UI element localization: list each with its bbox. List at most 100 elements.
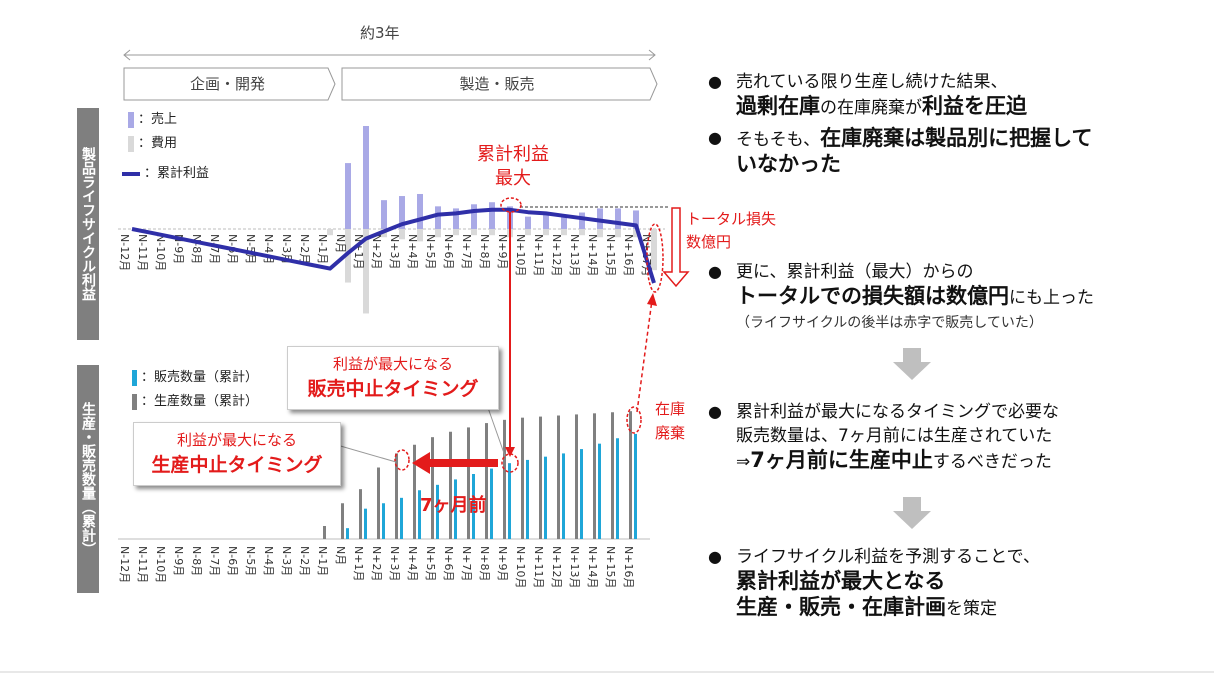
sold-bar (580, 449, 583, 539)
legend-profit-swatch (122, 171, 140, 176)
inventory-to-loss-arrow (636, 299, 653, 413)
bottom-x-tick-label: N+6月 (442, 546, 455, 581)
bottom-x-tick-label: N+2月 (370, 546, 383, 581)
bullet-5-text: ライフサイクル利益を予測することで、 累計利益が最大となる 生産・販売・在庫計画… (736, 545, 1198, 621)
max-timing-arrowhead (505, 447, 515, 457)
legend-produced: ：生産数量（累計） (132, 390, 258, 410)
top-x-tick-label: N-1月 (316, 234, 329, 264)
produced-bar (341, 503, 344, 539)
top-x-tick-label: N-9月 (172, 234, 185, 264)
top-x-tick-label: N+8月 (478, 234, 491, 269)
cost-bar (363, 229, 369, 314)
prod-callout-pointer (336, 444, 397, 463)
production-stop-circle (394, 449, 410, 471)
sales-bar (579, 212, 585, 229)
bullet-2-text: そもそも、在庫廃棄は製品別に把握して いなかった (736, 126, 1198, 178)
total-loss-annotation: トータル損失 数億円 (686, 208, 776, 254)
sales-bar (363, 126, 369, 229)
b3-bold1: トータルでの損失額は数億円 (736, 284, 1009, 308)
bottom-x-tick-label: N+8月 (478, 546, 491, 581)
cost-bar (525, 229, 531, 236)
sales-bar (399, 196, 405, 229)
max-profit-circle (500, 197, 522, 213)
bullet-3-dot: ● (708, 262, 722, 281)
sold-bar (562, 453, 565, 539)
legend-produced-text: ：生産数量（累計） (141, 394, 259, 409)
cost-bar (489, 229, 495, 236)
inventory-circle (626, 406, 642, 434)
b1-mid: の在庫廃棄が (820, 98, 922, 118)
bottom-x-tick-label: N-11月 (136, 546, 149, 583)
sales-bar (453, 208, 459, 229)
bullet-1-text: 売れている限り生産し続けた結果、 過剰在庫の在庫廃棄が利益を圧迫 (736, 70, 1198, 120)
sold-bar (544, 456, 547, 539)
cost-bar (597, 229, 603, 238)
sold-bar (634, 433, 637, 539)
bottom-x-tick-label: N+14月 (586, 546, 599, 588)
produced-bar (377, 467, 380, 539)
sales-bar (489, 202, 495, 229)
seven-months-arrow-body (428, 459, 498, 467)
b3-note: （ライフサイクルの後半は赤字で販売していた） (736, 315, 1043, 331)
side-label-top: 製品ライフサイクル利益 (77, 108, 99, 340)
profit-max-line1: 累計利益 (477, 144, 549, 165)
bottom-x-tick-label: N+7月 (460, 546, 473, 581)
top-x-tick-label: N-8月 (190, 234, 203, 264)
legend-profit-text: ：累計利益 (144, 166, 210, 181)
b4-tail: するべきだった (932, 452, 1052, 472)
bottom-x-tick-label: N+3月 (388, 546, 401, 581)
legend-sold: ：販売数量（累計） (132, 366, 258, 386)
top-x-tick-label: N-5月 (244, 234, 257, 264)
produced-bar (575, 414, 578, 539)
b5-bold1: 累計利益が最大となる (736, 569, 946, 593)
bottom-x-tick-label: N-1月 (316, 546, 329, 576)
produced-bar (611, 412, 614, 539)
top-x-tick-label: N-4月 (262, 234, 275, 264)
top-x-tick-label: N+12月 (550, 234, 563, 276)
bottom-chart: N-12月 N-11月 N-10月 N-9月 N-8月 N-7月 N-6月 N-5月 N-4月 N… (118, 411, 650, 588)
legend-produced-swatch (132, 393, 137, 410)
produced-bar (449, 431, 452, 539)
sales-bar (381, 200, 387, 229)
produced-bar (413, 444, 416, 539)
legend-sales-text: ：売上 (138, 112, 178, 127)
produced-bar (593, 413, 596, 539)
top-x-tick-label: N+11月 (532, 234, 545, 276)
bottom-x-tick-label: N+10月 (514, 546, 527, 588)
b3-tail: にも上った (1009, 288, 1094, 308)
bottom-x-tick-label: N-7月 (208, 546, 221, 576)
profit-max-annotation: 累計利益 最大 (468, 143, 558, 191)
cost-bar (579, 229, 585, 236)
bottom-x-tick-label: N-3月 (280, 546, 293, 576)
cost-bar (435, 229, 441, 238)
sold-bar (346, 528, 349, 539)
top-x-tick-label: N+15月 (604, 234, 617, 276)
legend-cost-swatch (128, 135, 134, 152)
produced-bar (503, 419, 506, 539)
sold-bar (364, 508, 367, 539)
production-stop-callout: 利益が最大になる 生産中止タイミング (133, 422, 341, 486)
bottom-x-tick-label: N+4月 (406, 546, 419, 581)
seven-months-arrowhead (412, 452, 430, 474)
bullet-5: ● ライフサイクル利益を予測することで、 累計利益が最大となる 生産・販売・在庫… (708, 545, 1198, 621)
bottom-x-tick-label: N+1月 (352, 546, 365, 581)
top-x-tick-label: N+16月 (622, 234, 635, 276)
bottom-x-tick-label: N+13月 (568, 546, 581, 588)
sold-bar (400, 497, 403, 539)
cost-bar (327, 229, 333, 236)
phase-planning: 企画・開発 (189, 75, 265, 93)
top-x-tick-label: N-3月 (280, 234, 293, 264)
sold-bar (418, 490, 421, 539)
bottom-x-tick-label: N-6月 (226, 546, 239, 576)
b4-bold: 7ヶ月前に生産中止 (750, 448, 933, 472)
b3-line1: 更に、累計利益（最大）からの (736, 262, 974, 282)
chart-annotations (0, 49, 1214, 673)
flow-arrow-2 (893, 497, 931, 529)
b2-bold: 在庫廃棄は製品別に把握して (820, 126, 1093, 150)
sold-bar (526, 459, 529, 539)
sold-bar (490, 468, 493, 539)
bottom-x-tick-label: N-5月 (244, 546, 257, 576)
top-x-tick-label: N-11月 (136, 234, 149, 271)
produced-bar (539, 416, 542, 539)
